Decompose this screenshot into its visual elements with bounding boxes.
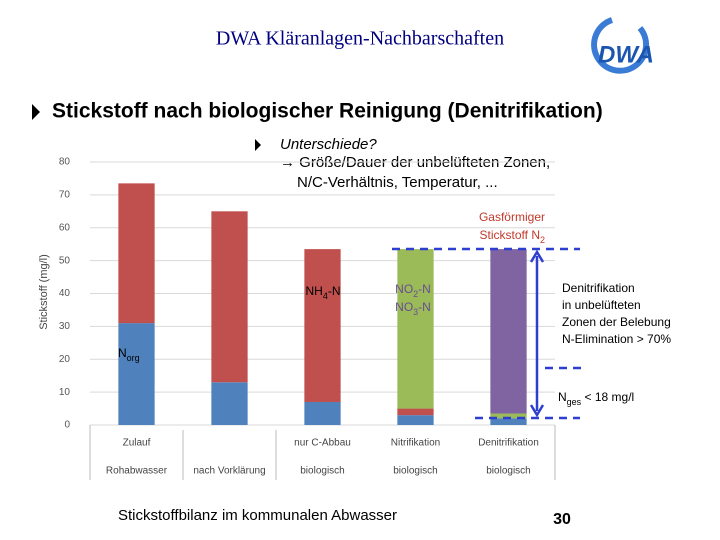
subscript: 3 [413, 307, 418, 317]
x-tick-label: nur C-Abbau [294, 438, 351, 449]
header: DWA Kläranlagen-Nachbarschaften [216, 28, 504, 50]
annotation: Denitrifikation [562, 281, 635, 295]
annotation-text: < 18 mg/l [581, 390, 634, 404]
bar-segment [490, 418, 527, 425]
bar-segment [397, 415, 434, 425]
annotation-text: Stickstoff N [480, 228, 540, 242]
annotation-text: NH [305, 284, 322, 298]
annotation-text: in unbelüfteten [562, 298, 641, 312]
bullet-icon [255, 139, 261, 151]
x-group-label: biologisch [393, 466, 437, 477]
annotation-text: N-Elimination > 70% [562, 332, 671, 346]
annotation-text: NO [395, 282, 413, 296]
annotation-text: Zonen der Belebung [562, 315, 671, 329]
y-axis-label: Stickstoff (mg/l) [38, 254, 50, 330]
bar-segment [397, 249, 434, 409]
y-tick-label: 0 [64, 420, 70, 431]
annotation: Norg [118, 346, 140, 363]
annotation: Zonen der Belebung [562, 315, 671, 329]
bar-segment [490, 249, 527, 414]
annotation-text: -N [328, 284, 341, 298]
logo-arc [591, 17, 650, 74]
bar-segment [490, 413, 527, 419]
annotation: Gasförmiger [479, 210, 545, 224]
subscript: 2 [413, 289, 418, 299]
bar-segment [304, 249, 341, 402]
annotation: NH4-N [305, 284, 340, 301]
y-tick-label: 80 [59, 157, 71, 168]
annotation: in unbelüfteten [562, 298, 641, 312]
bullet: Unterschiede? [280, 136, 377, 153]
x-group-label: Rohabwasser [106, 466, 168, 477]
annotation-text: -N [418, 282, 431, 296]
y-tick-label: 50 [59, 255, 71, 266]
annotation-text: Denitrifikation [562, 281, 635, 295]
x-tick-label: Zulauf [123, 438, 151, 449]
guides [392, 247, 582, 420]
logo: DWA [598, 41, 654, 68]
y-tick-label: 10 [59, 387, 71, 398]
x-group-label: nach Vorklärung [193, 466, 265, 477]
subscript: 2 [540, 235, 545, 245]
subscript: org [127, 353, 140, 363]
bar-segment [118, 323, 155, 425]
annotation-text: NO [395, 300, 413, 314]
x-group-label: biologisch [486, 466, 530, 477]
x-tick-label: Denitrifikation [478, 438, 539, 449]
annotation: Nges < 18 mg/l [558, 390, 634, 407]
bar-segment [118, 183, 155, 324]
y-tick-label: 20 [59, 354, 71, 365]
subscript: 4 [323, 291, 328, 301]
annotation: Stickstoff N2 [480, 228, 545, 245]
annotation-text: Gasförmiger [479, 210, 545, 224]
annotation: NO3-N [395, 300, 431, 317]
y-tick-label: 40 [59, 288, 71, 299]
annotation-text: N [118, 346, 127, 360]
annotation-text: N [558, 390, 567, 404]
annotation-text: -N [418, 300, 431, 314]
x-tick-label: Nitrifikation [391, 438, 440, 449]
annotation: N-Elimination > 70% [562, 332, 671, 346]
bullet-line: N/C-Verhältnis, Temperatur, ... [297, 174, 498, 191]
y-tick-label: 60 [59, 222, 71, 233]
bar-segment [211, 211, 248, 383]
bullet-icon [32, 104, 40, 120]
plot: 0 10 20 30 40 50 60 70 80 Zulauf Rohabwasser nach V… [59, 157, 556, 480]
bar-segment [304, 401, 341, 425]
heading: Stickstoff nach biologischer Reinigung (… [52, 100, 603, 123]
y-tick-label: 70 [59, 190, 71, 201]
annotation: NO2-N [395, 282, 431, 299]
x-group-label: biologisch [300, 466, 344, 477]
y-tick-label: 30 [59, 321, 71, 332]
arrow-heads [529, 249, 545, 418]
bar-segment [397, 408, 434, 416]
subscript: ges [567, 397, 582, 407]
page-number: 30 [553, 511, 571, 528]
bar-segment [211, 382, 248, 425]
footer: Stickstoffbilanz im kommunalen Abwasser [118, 507, 397, 524]
